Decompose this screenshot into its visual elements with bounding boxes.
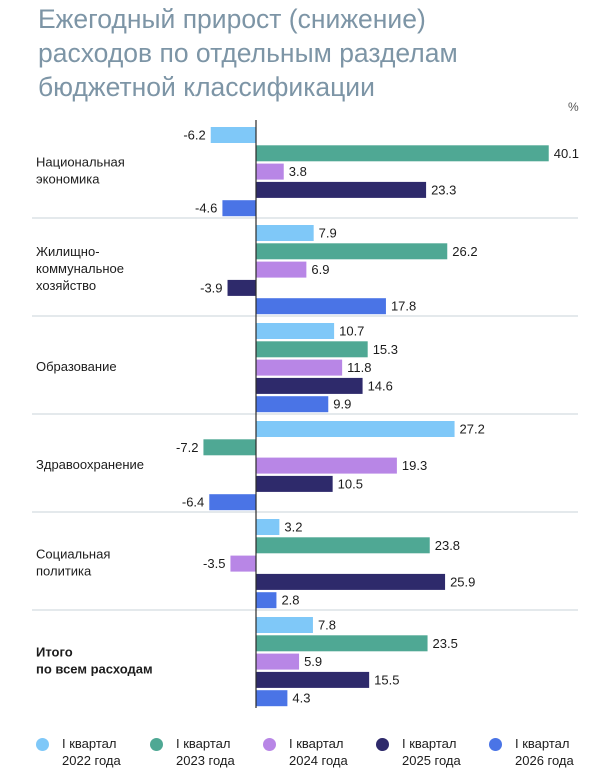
bar [256, 635, 428, 652]
data-label: 26.2 [452, 244, 477, 259]
data-label: 7.8 [318, 618, 336, 633]
data-label: 10.7 [339, 324, 364, 339]
category-label: политика [36, 564, 92, 579]
bar [256, 396, 329, 413]
bar [256, 475, 333, 492]
data-label: -7.2 [176, 440, 198, 455]
bar [256, 243, 448, 260]
data-label: -6.4 [182, 495, 204, 510]
bar [227, 279, 256, 296]
legend-label-line: I квартал [289, 736, 344, 751]
legend-label-line: 2024 года [289, 753, 348, 768]
category-label: Национальная [36, 155, 125, 170]
bar-chart: Национальная экономика -6.2 40.1 3.8 23.3 -4.6… [32, 120, 579, 708]
bar [256, 671, 370, 688]
data-label: -3.5 [203, 556, 225, 571]
data-label: 7.9 [319, 226, 337, 241]
bar [256, 617, 313, 633]
data-label: 15.5 [374, 672, 399, 687]
data-label: 6.9 [311, 262, 329, 277]
legend-label: I квартал 2025 года [402, 735, 492, 769]
category-label: Жилищно- [36, 244, 100, 259]
data-label: -3.9 [200, 280, 222, 295]
data-label: -6.2 [183, 128, 205, 143]
unit-label: % [568, 100, 579, 114]
legend-swatch [150, 738, 163, 751]
bar [256, 519, 280, 535]
data-label: 4.3 [292, 691, 310, 706]
bar [256, 181, 427, 198]
bar [256, 573, 446, 590]
legend-label: I квартал 2024 года [289, 735, 379, 769]
legend-label-line: I квартал [62, 736, 117, 751]
data-label: 11.8 [347, 360, 371, 375]
legend-label-line: 2022 года [62, 753, 121, 768]
data-label: 40.1 [554, 146, 579, 161]
category-label: по всем расходам [36, 662, 153, 677]
bar [256, 145, 549, 162]
data-label: 23.8 [435, 538, 460, 553]
bar [256, 421, 455, 437]
chart-title-line: бюджетной классификации [38, 72, 375, 102]
bar [256, 457, 397, 474]
data-label: 9.9 [333, 397, 351, 412]
data-label: 27.2 [460, 422, 485, 437]
category-label: Социальная [36, 547, 110, 562]
bar [203, 439, 256, 456]
data-label: 23.3 [431, 182, 456, 197]
legend-swatch [263, 738, 276, 751]
bar [256, 537, 430, 554]
bar [256, 163, 284, 180]
data-label: 23.5 [433, 636, 458, 651]
data-label: -4.6 [195, 201, 217, 216]
legend-label: I квартал 2022 года [62, 735, 152, 769]
category-label: экономика [36, 172, 100, 187]
legend-label-line: I квартал [176, 736, 231, 751]
data-label: 17.8 [391, 299, 416, 314]
bar [209, 494, 256, 511]
bar [256, 261, 307, 278]
legend-label-line: 2025 года [402, 753, 461, 768]
bar [222, 200, 256, 217]
bar [256, 225, 314, 241]
bar [256, 377, 363, 394]
legend-label-line: I квартал [402, 736, 457, 751]
bar [256, 298, 386, 315]
legend-swatch [36, 738, 49, 751]
legend-label: I квартал 2023 года [176, 735, 266, 769]
legend-label-line: 2023 года [176, 753, 235, 768]
category-label: хозяйство [36, 278, 96, 293]
chart-title-line: расходов по отдельным разделам [38, 38, 458, 68]
bar [256, 359, 343, 376]
data-label: 10.5 [338, 476, 363, 491]
legend-swatch [376, 738, 389, 751]
chart-title-line: Ежегодный прирост (снижение) [38, 4, 426, 34]
bar [256, 592, 277, 609]
legend-label-line: 2026 года [515, 753, 574, 768]
category-label: Итого [36, 645, 73, 660]
legend-label: I квартал 2026 года [515, 735, 605, 769]
bar [210, 127, 256, 143]
bar [256, 323, 335, 339]
data-label: 25.9 [450, 574, 475, 589]
data-label: 14.6 [368, 378, 393, 393]
data-label: 3.8 [289, 164, 307, 179]
category-label: Образование [36, 359, 117, 374]
data-label: 2.8 [281, 593, 299, 608]
bar [256, 690, 288, 707]
bar [230, 555, 256, 572]
bar [256, 653, 300, 670]
data-label: 15.3 [373, 342, 398, 357]
chart-title: Ежегодный прирост (снижение) расходов по… [38, 2, 598, 104]
bar [256, 341, 368, 358]
category-label: коммунальное [36, 261, 124, 276]
legend: I квартал 2022 года I квартал 2023 года … [36, 735, 616, 773]
data-label: 5.9 [304, 654, 322, 669]
legend-label-line: I квартал [515, 736, 570, 751]
category-label: Здравоохранение [36, 457, 144, 472]
data-label: 19.3 [402, 458, 427, 473]
legend-swatch [489, 738, 502, 751]
data-label: 3.2 [284, 520, 302, 535]
